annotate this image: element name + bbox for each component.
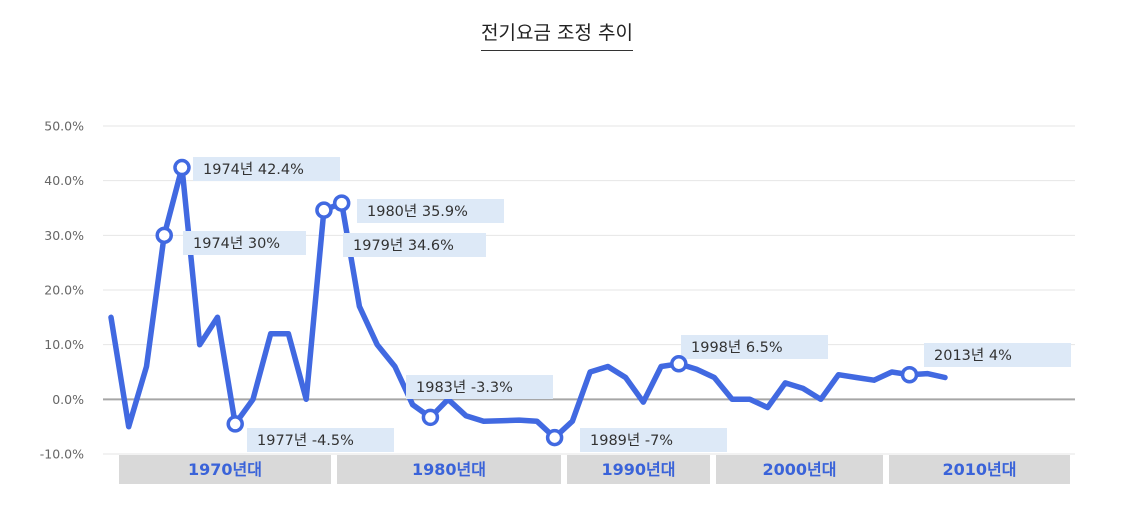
annotation-box [681,335,828,359]
y-tick-label: 30.0% [44,228,84,243]
annotation-label: 1998년 6.5% [691,339,783,356]
decade-label: 2010년대 [943,460,1017,479]
annotation-box [183,231,306,255]
annotation-label: 1983년 -3.3% [416,379,513,396]
decade-band [889,455,1070,484]
annotation-box [924,343,1071,367]
annotation-box [247,428,394,452]
highlight-point [155,226,173,245]
highlight-point [900,365,919,384]
y-tick-label: -10.0% [40,447,84,462]
annotation-label: 2013년 4% [934,347,1012,364]
annotation-label: 1977년 -4.5% [257,432,354,449]
annotation-label: 1974년 42.4% [203,161,304,178]
highlight-point [670,355,688,373]
highlight-point [421,408,440,427]
y-tick-label: 50.0% [44,119,84,134]
decade-band [119,455,331,484]
y-tick-label: 40.0% [44,173,84,188]
annotation-label: 1974년 30% [193,235,280,252]
annotation-box [357,199,504,223]
highlight-point [173,158,191,177]
chart-title: 전기요금 조정 추이 [481,22,633,51]
y-tick-label: 0.0% [52,392,84,407]
highlight-point [332,194,351,212]
annotation-label: 1979년 34.6% [353,237,454,254]
annotation-label: 1980년 35.9% [367,203,468,220]
highlight-point [226,415,244,433]
chart-title-wrap: 전기요금 조정 추이 [0,18,1114,51]
annotation-box [580,428,727,452]
decade-label: 1980년대 [412,460,486,479]
annotation-box [343,233,486,257]
y-tick-label: 20.0% [44,283,84,298]
decade-band [567,455,710,484]
decade-band [716,455,883,484]
annotation-label: 1989년 -7% [590,432,673,449]
y-tick-label: 10.0% [44,337,84,352]
decade-label: 2000년대 [763,460,837,479]
decade-band [337,455,561,484]
annotation-box [193,157,340,181]
decade-label: 1970년대 [188,460,262,479]
highlight-point [545,428,564,447]
series-line [108,164,948,441]
highlight-point [315,201,333,219]
annotation-box [406,375,553,399]
decade-label: 1990년대 [602,460,676,479]
